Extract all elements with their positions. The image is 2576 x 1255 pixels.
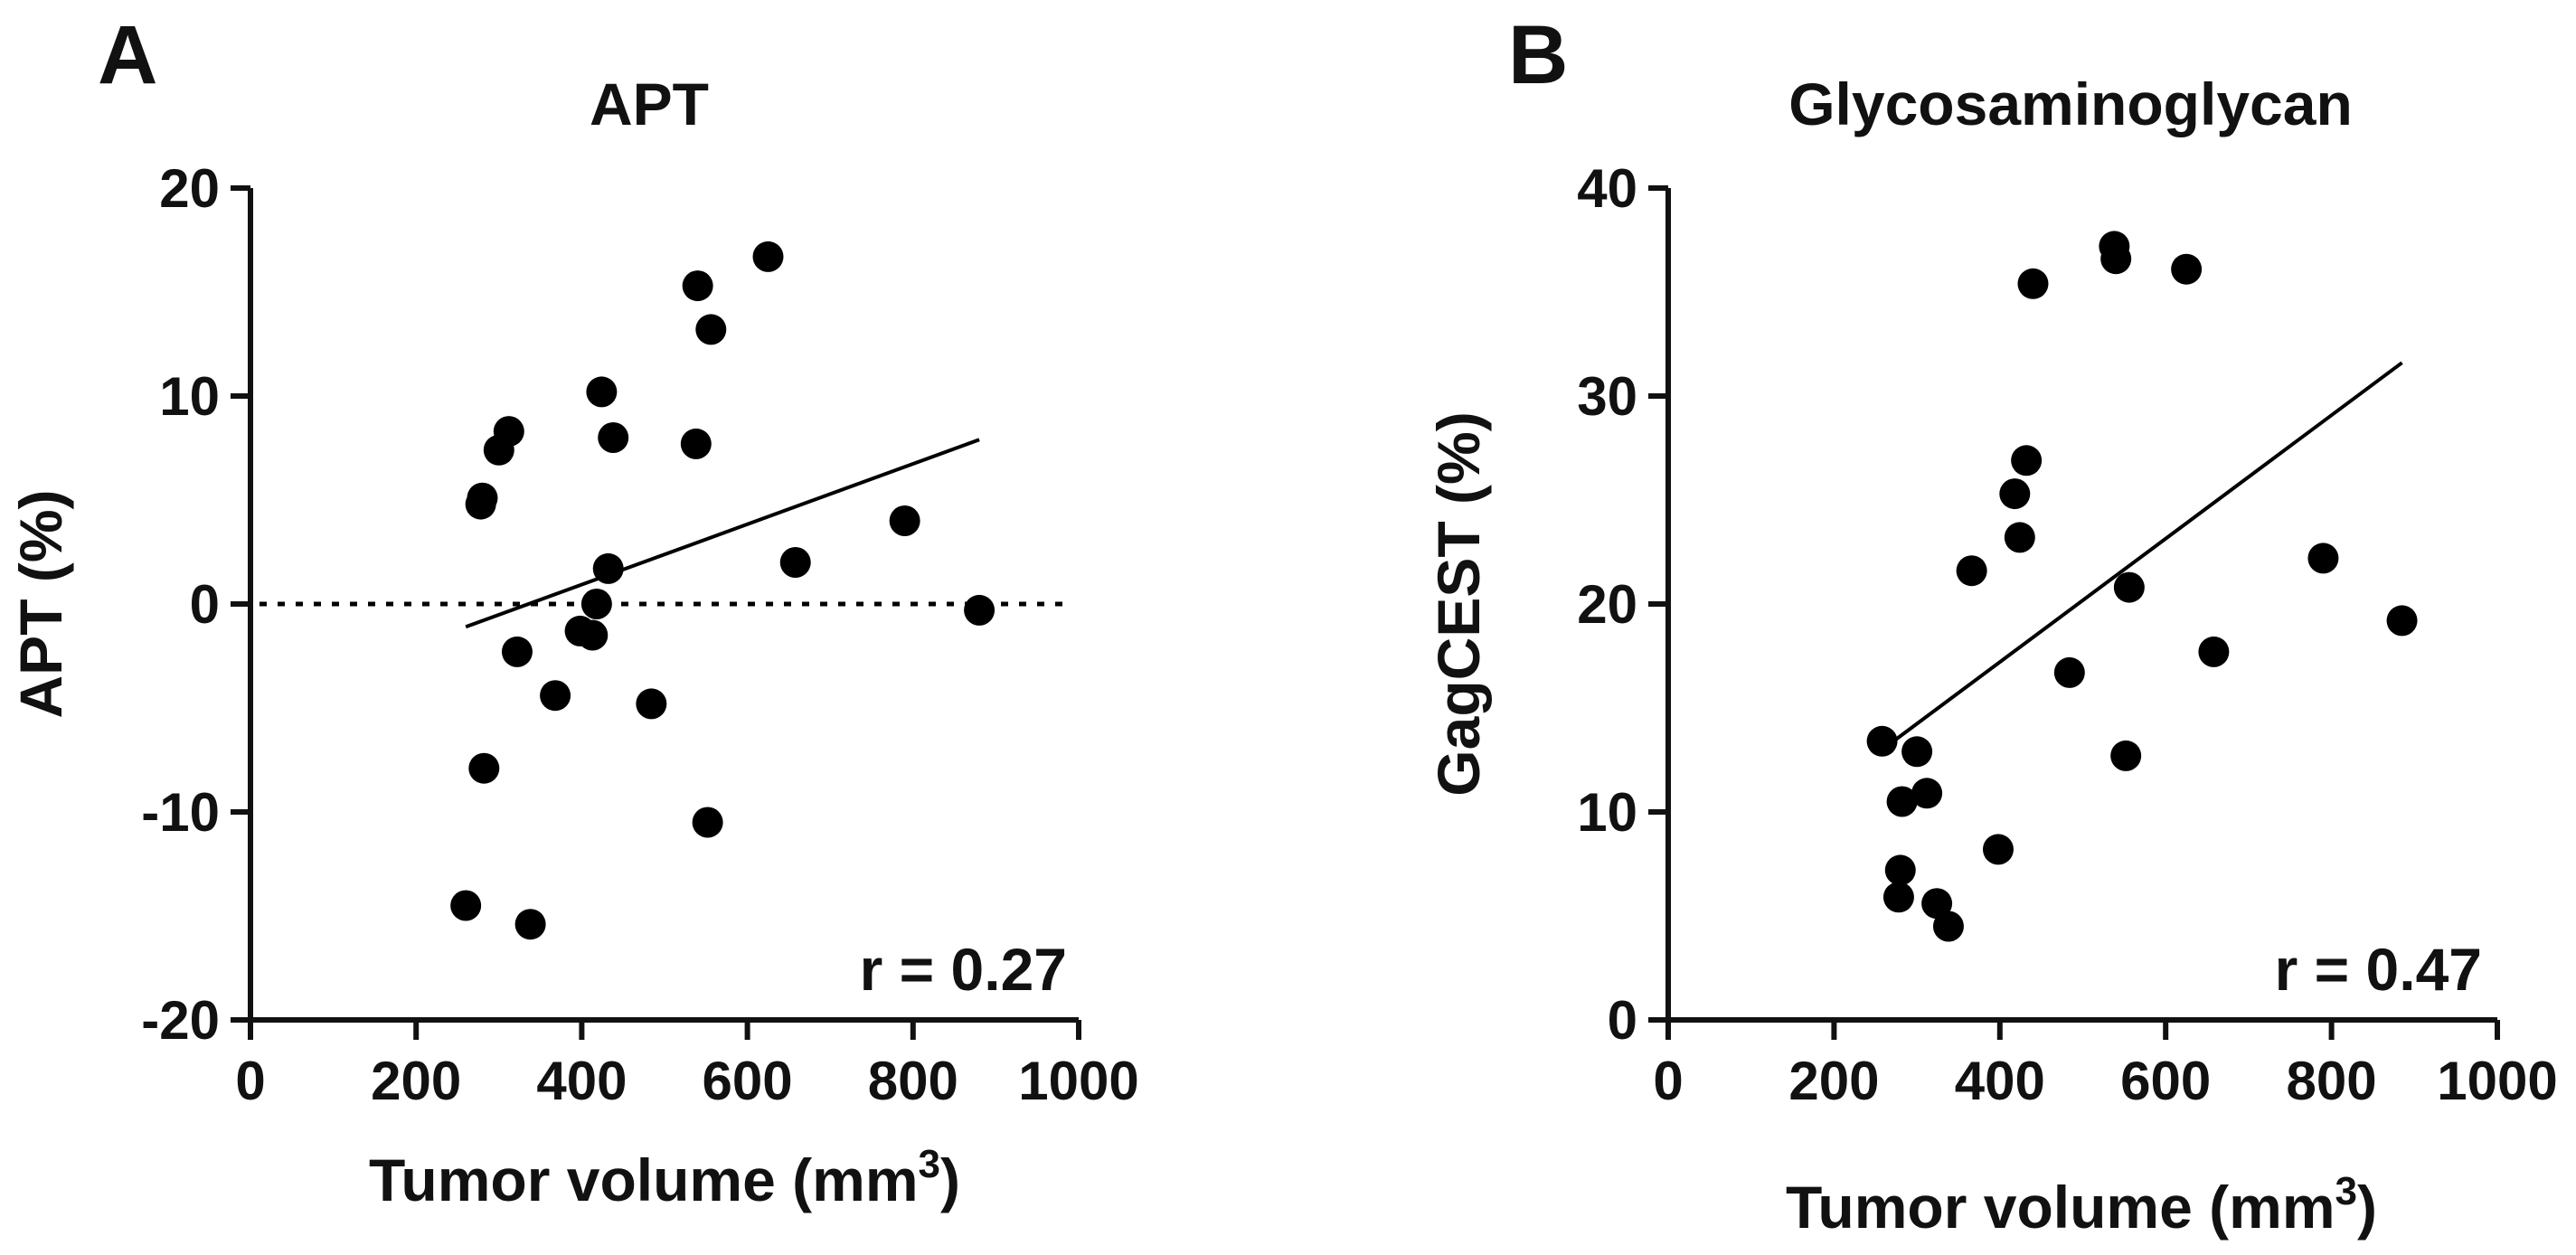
- panel-letter-a: A: [98, 9, 157, 101]
- x-tick-label-b: 0: [1653, 1051, 1683, 1111]
- data-point-b: [2110, 740, 2142, 771]
- data-point-a: [592, 552, 624, 584]
- ticks-a: 0 200 400 600 800 1000 -20 -10 0 10 20: [141, 158, 1138, 1111]
- data-point-b: [1982, 834, 2014, 865]
- panel-b: B Glycosaminoglycan 0 200 400 600 800 1000 0 10…: [1425, 9, 2558, 1241]
- data-point-b: [1932, 911, 1964, 942]
- x-tick-label-b: 600: [2120, 1051, 2211, 1111]
- correlation-annotation-a: r = 0.27: [860, 936, 1067, 1003]
- points-a: [450, 241, 995, 940]
- data-point-b: [1866, 725, 1898, 757]
- chart-title-b: Glycosaminoglycan: [1788, 71, 2353, 137]
- ticks-b: 0 200 400 600 800 1000 0 10 20 30 40: [1577, 158, 2557, 1111]
- data-point-b: [2053, 656, 2085, 688]
- data-point-b: [2011, 445, 2043, 477]
- data-point-a: [467, 482, 498, 514]
- data-point-a: [692, 807, 723, 838]
- points-b: [1866, 231, 2418, 942]
- y-axis-label-b: GagCEST (%): [1425, 411, 1492, 796]
- data-point-a: [468, 752, 500, 784]
- x-tick-label-a: 400: [536, 1051, 627, 1111]
- x-tick-label-a: 600: [703, 1051, 793, 1111]
- data-point-a: [889, 505, 920, 536]
- fit-line-a: [465, 438, 980, 629]
- data-point-a: [450, 890, 482, 921]
- x-tick-label-a: 0: [235, 1051, 265, 1111]
- x-tick-label-b: 1000: [2437, 1051, 2557, 1111]
- data-point-b: [2113, 571, 2145, 603]
- data-point-b: [1999, 478, 2031, 510]
- data-point-a: [695, 314, 727, 345]
- data-point-a: [514, 909, 546, 940]
- data-point-a: [680, 428, 712, 459]
- data-point-b: [2100, 243, 2132, 275]
- data-point-b: [1886, 786, 1918, 817]
- y-tick-label-b: 0: [1608, 990, 1637, 1051]
- data-point-a: [598, 422, 629, 453]
- panel-letter-b: B: [1508, 9, 1568, 101]
- y-tick-label-b: 40: [1577, 158, 1637, 219]
- data-point-b: [1956, 555, 1987, 587]
- data-point-a: [964, 594, 995, 626]
- chart-title-a: APT: [590, 71, 709, 137]
- panel-a: A APT 0 200 400 600 800 1000 -20 -10 0 10 20 r = 0…: [7, 9, 1139, 1213]
- fit-line-b: [1894, 361, 2403, 741]
- data-point-a: [752, 241, 784, 272]
- y-tick-label-a: -10: [141, 782, 220, 843]
- x-tick-label-a: 200: [371, 1051, 461, 1111]
- y-tick-label-b: 10: [1577, 782, 1637, 843]
- data-point-b: [2171, 253, 2203, 285]
- data-point-b: [1882, 882, 1914, 913]
- data-point-b: [2307, 543, 2339, 574]
- data-point-a: [636, 688, 667, 720]
- y-tick-label-b: 30: [1577, 366, 1637, 427]
- data-point-b: [2004, 522, 2035, 553]
- data-point-a: [586, 376, 618, 408]
- y-tick-label-a: 0: [190, 574, 220, 635]
- y-tick-label-a: -20: [141, 990, 220, 1051]
- data-point-a: [540, 680, 571, 712]
- data-point-a: [779, 547, 811, 578]
- y-tick-label-a: 10: [159, 366, 220, 427]
- data-point-a: [577, 619, 609, 651]
- data-point-b: [2198, 636, 2230, 667]
- data-point-b: [2386, 605, 2418, 637]
- x-tick-label-b: 400: [1955, 1051, 2045, 1111]
- data-point-b: [1921, 888, 1953, 920]
- x-tick-label-b: 200: [1788, 1051, 1879, 1111]
- x-tick-label-a: 800: [868, 1051, 958, 1111]
- x-tick-label-b: 800: [2287, 1051, 2377, 1111]
- data-point-a: [580, 589, 612, 619]
- data-point-b: [1911, 778, 1943, 809]
- data-point-a: [682, 270, 713, 302]
- data-point-a: [501, 636, 533, 667]
- x-axis-label-a: Tumor volume (mm3): [369, 1142, 960, 1213]
- y-axis-label-a: APT (%): [7, 490, 74, 719]
- data-point-b: [1884, 854, 1916, 886]
- correlation-annotation-b: r = 0.47: [2275, 936, 2482, 1003]
- x-tick-label-a: 1000: [1018, 1051, 1138, 1111]
- data-point-b: [2017, 268, 2049, 299]
- y-tick-label-b: 20: [1577, 574, 1637, 635]
- data-point-a: [493, 416, 524, 448]
- data-point-b: [1901, 736, 1933, 768]
- y-tick-label-a: 20: [159, 158, 220, 219]
- x-axis-label-b: Tumor volume (mm3): [1786, 1169, 2377, 1241]
